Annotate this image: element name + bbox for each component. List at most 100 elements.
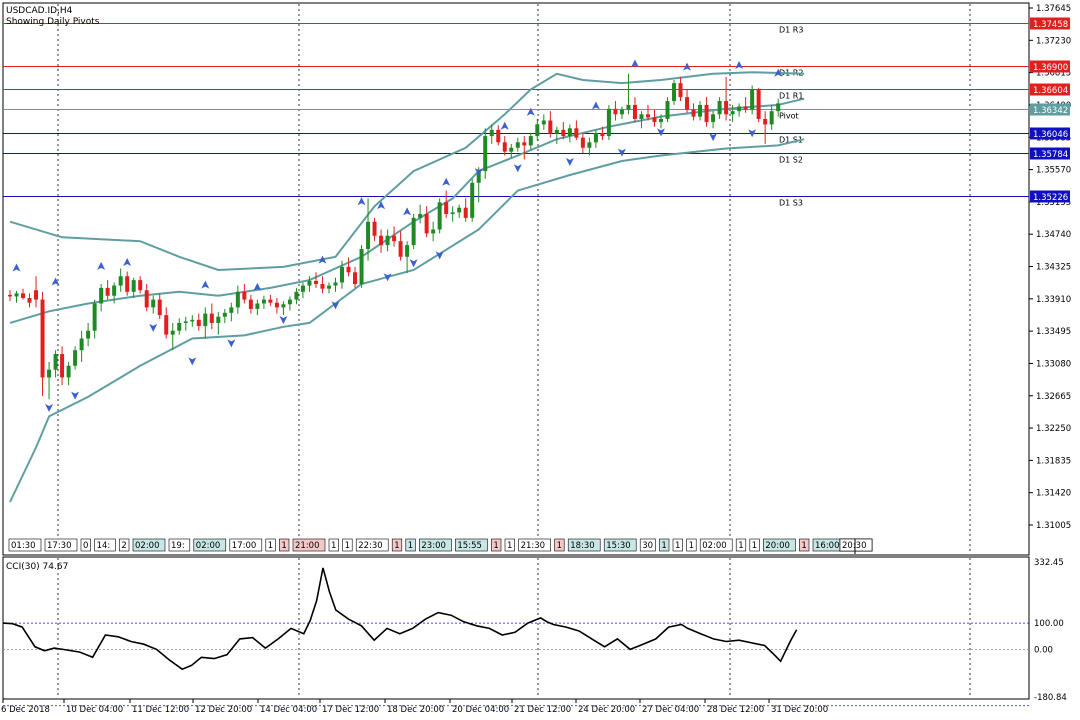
candle-body: [398, 241, 403, 257]
time-label-text: 02:00: [702, 541, 727, 551]
time-tick-label: 18 Dec 20:00: [387, 705, 444, 715]
fractal-up-icon: [630, 59, 639, 68]
time-label-text: 1: [801, 541, 806, 551]
time-label-text: 1: [557, 541, 562, 551]
candle-body: [138, 280, 143, 291]
candle-body: [418, 213, 423, 218]
candle-body: [300, 285, 305, 292]
fractal-up-icon: [318, 255, 327, 264]
candle-body: [691, 109, 696, 117]
fractal-down-icon: [383, 273, 392, 282]
time-label-text: 23:00: [421, 541, 446, 551]
price-tick-label: 1.33495: [1036, 327, 1071, 337]
candle-body: [209, 313, 214, 323]
time-label-box: [672, 538, 683, 552]
time-label-text: 17:00: [232, 541, 256, 551]
candle-body: [131, 280, 136, 292]
price-tick-label: 1.33080: [1036, 359, 1071, 369]
fractal-down-icon: [279, 316, 288, 325]
candle-body: [125, 276, 130, 292]
time-label-box: [342, 538, 353, 552]
pivot-price-tag: [1030, 127, 1070, 140]
time-label-text: 2: [121, 541, 126, 551]
time-tick-label: 12 Dec 20:00: [195, 705, 252, 715]
fractal-down-icon: [188, 357, 197, 366]
symbol-label: USDCAD.ID,H4: [6, 6, 73, 16]
candle-body: [105, 287, 110, 296]
fractal-down-icon: [71, 391, 80, 400]
candle-body: [639, 114, 644, 119]
time-tick-label: 11 Dec 12:00: [132, 705, 189, 715]
candle-body: [769, 111, 774, 125]
session-time-labels: 01:30 17:30 0 14: 2 02:00 19: 02:00 17:00 1 1 21:00…: [8, 538, 873, 554]
candle-body: [21, 293, 26, 299]
candle-body: [326, 285, 331, 289]
candle-body: [190, 319, 195, 322]
candle-body: [392, 235, 397, 242]
candle-body: [242, 291, 247, 300]
fractal-up-icon: [357, 197, 366, 206]
candle-body: [672, 83, 677, 102]
time-label-box: [518, 538, 551, 552]
candle-body: [424, 213, 429, 234]
candle-body: [763, 118, 768, 125]
candle-body: [79, 338, 84, 351]
time-tick-label: 31 Dec 20:00: [771, 705, 828, 715]
pivot-price-tag: [1030, 83, 1070, 96]
candle-body: [92, 303, 97, 331]
candle-body: [366, 221, 371, 249]
candle-body: [353, 272, 358, 285]
time-label-text: 22:30: [358, 541, 383, 551]
candle-body: [750, 89, 755, 110]
time-label-box: [279, 538, 290, 552]
candle-body: [587, 142, 592, 148]
candle-body: [502, 142, 507, 152]
time-label-box: [686, 538, 697, 552]
time-label-box: [699, 538, 733, 552]
candle-body: [704, 104, 709, 123]
candle-body: [600, 132, 605, 137]
candle-body: [652, 117, 657, 123]
pivot-price-value: 1.35226: [1033, 193, 1068, 203]
price-tick-label: 1.35155: [1036, 198, 1071, 208]
candle-body: [118, 276, 123, 286]
pivot-name: D1 R3: [779, 26, 803, 35]
pivot-price-value: 1.36604: [1033, 86, 1068, 96]
time-tick-label: 6 Dec 2018: [1, 705, 50, 715]
pivot-price-tag: [1030, 103, 1070, 116]
candle-body: [730, 111, 735, 115]
time-label-text: 1: [408, 541, 413, 551]
candle-body: [574, 128, 579, 138]
candle-body: [170, 330, 175, 335]
time-label-box: [455, 538, 488, 552]
candle-body: [593, 132, 598, 143]
time-label-text: 1: [331, 541, 336, 551]
time-label-box: [567, 538, 601, 552]
fractal-up-icon: [500, 121, 509, 130]
time-label-text: 1: [738, 541, 743, 551]
candle-body: [255, 303, 260, 309]
price-tick-label: 1.35570: [1036, 166, 1071, 176]
candle-body: [34, 290, 39, 300]
candle-body: [73, 350, 78, 366]
price-tick-label: 1.36815: [1036, 69, 1071, 79]
candle-body: [567, 128, 572, 137]
pivot-price-tag: [1030, 147, 1070, 160]
pivot-price-value: 1.36900: [1033, 63, 1068, 73]
candle-body: [157, 299, 162, 316]
time-label-box: [94, 538, 116, 552]
fractal-up-icon: [683, 62, 692, 71]
fractal-up-icon: [201, 280, 210, 289]
cci-tick-label: 332.45: [1034, 558, 1064, 568]
candle-body: [229, 307, 234, 313]
price-tick-label: 1.34325: [1036, 263, 1071, 273]
candle-body: [235, 291, 240, 308]
candle-body: [144, 290, 149, 308]
candle-body: [626, 104, 631, 110]
candle-body: [613, 108, 618, 115]
candle-body: [685, 97, 690, 110]
fractal-up-icon: [774, 68, 783, 77]
candle-body: [379, 235, 384, 246]
